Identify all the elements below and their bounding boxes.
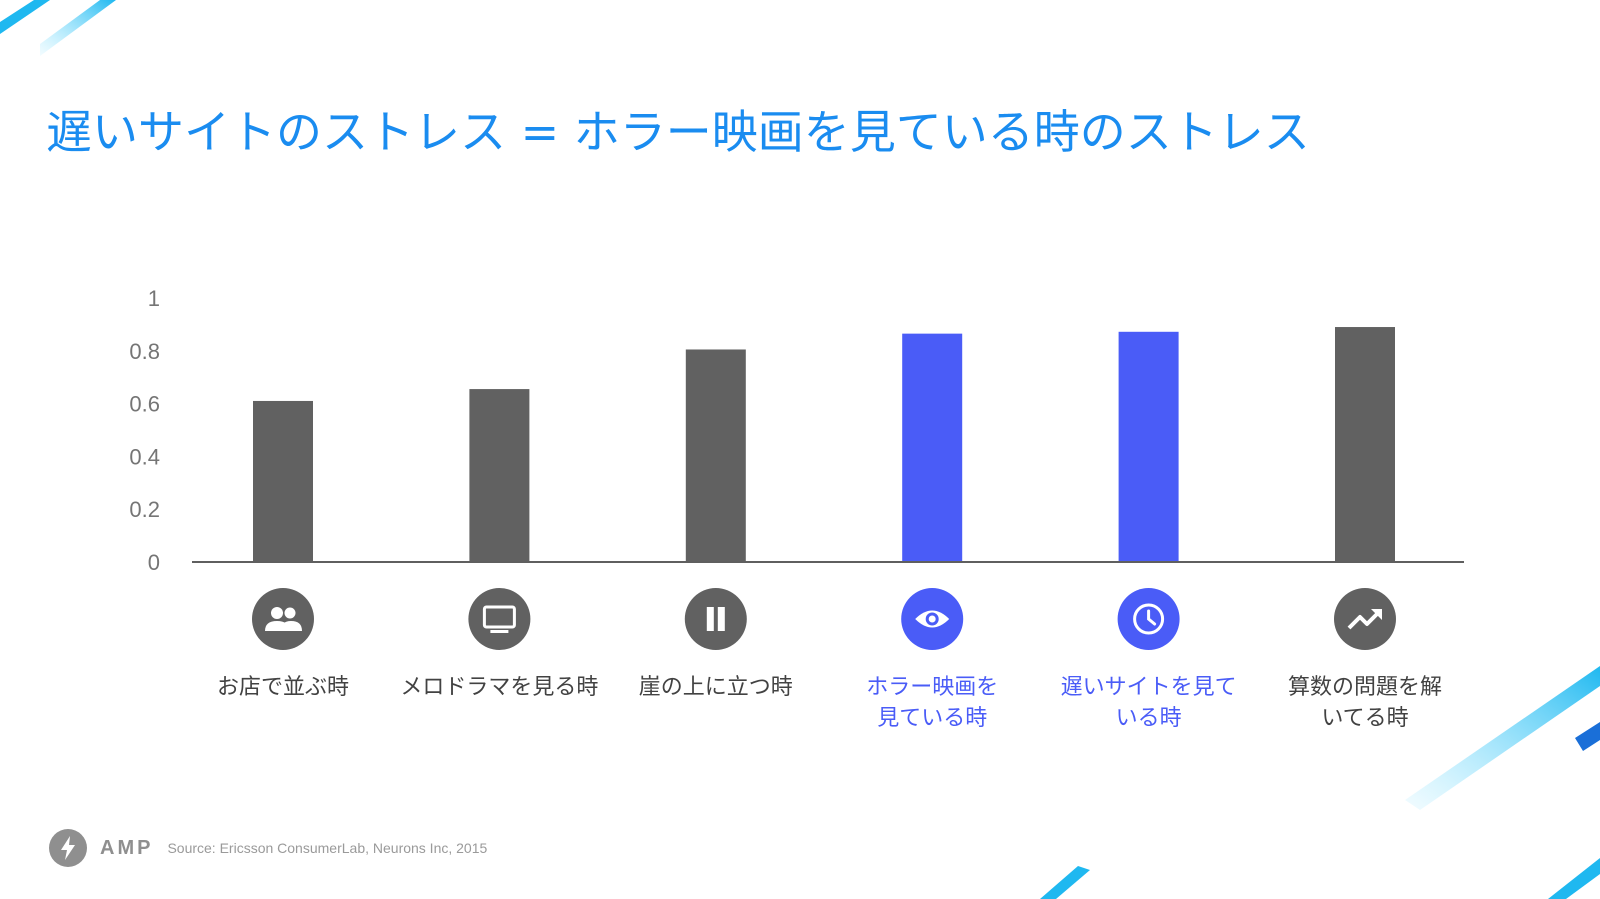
bar: [902, 333, 963, 562]
y-tick-label: 0.2: [129, 497, 160, 522]
x-category-label: 算数の問題を解: [1288, 675, 1442, 700]
bar: [685, 349, 746, 562]
bar: [253, 400, 313, 562]
y-tick-label: 0.4: [129, 444, 160, 469]
x-category-label: メロドラマを見る時: [400, 675, 598, 700]
x-category-label: 崖の上に立つ時: [639, 675, 793, 700]
tv-icon: [482, 605, 516, 629]
pause-icon: [717, 607, 725, 631]
trending-up-icon: [1371, 609, 1382, 620]
x-category-label: お店で並ぶ時: [217, 675, 349, 700]
x-category-label: ホラー映画を: [866, 675, 998, 700]
x-category-label: いる時: [1116, 706, 1182, 731]
y-tick-label: 1: [148, 286, 160, 311]
y-tick-label: 0: [148, 550, 160, 575]
people-icon-circle: [252, 588, 314, 650]
pause-icon: [706, 607, 714, 631]
source-citation: Source: Ericsson ConsumerLab, Neurons In…: [167, 840, 488, 856]
slide-title: 遅いサイトのストレス = ホラー映画を見ている時のストレス: [46, 105, 1310, 159]
x-category-label: 遅いサイトを見て: [1061, 675, 1237, 700]
bar: [469, 389, 530, 562]
bar: [1335, 327, 1395, 562]
tv-icon: [490, 630, 509, 633]
x-category-label: いてる時: [1321, 706, 1408, 731]
trending-up-icon-circle: [1334, 588, 1396, 650]
x-category-label: 見ている時: [877, 706, 987, 731]
people-icon: [271, 607, 283, 619]
y-tick-label: 0.8: [129, 339, 160, 364]
eye-icon: [928, 615, 936, 623]
amp-brand-text: AMP: [100, 836, 154, 859]
tv-icon-circle: [468, 588, 531, 650]
y-tick-label: 0.6: [129, 392, 160, 417]
amp-logo-icon: [49, 829, 87, 867]
trending-up-icon: [1347, 610, 1381, 630]
clock-icon: [1133, 603, 1165, 635]
people-icon: [281, 621, 302, 631]
bar: [1118, 331, 1179, 562]
clock-icon: [1147, 609, 1157, 626]
people-icon: [284, 607, 296, 619]
footer: AMP Source: Ericsson ConsumerLab, Neuron…: [48, 828, 487, 868]
pause-icon-circle: [684, 588, 747, 650]
